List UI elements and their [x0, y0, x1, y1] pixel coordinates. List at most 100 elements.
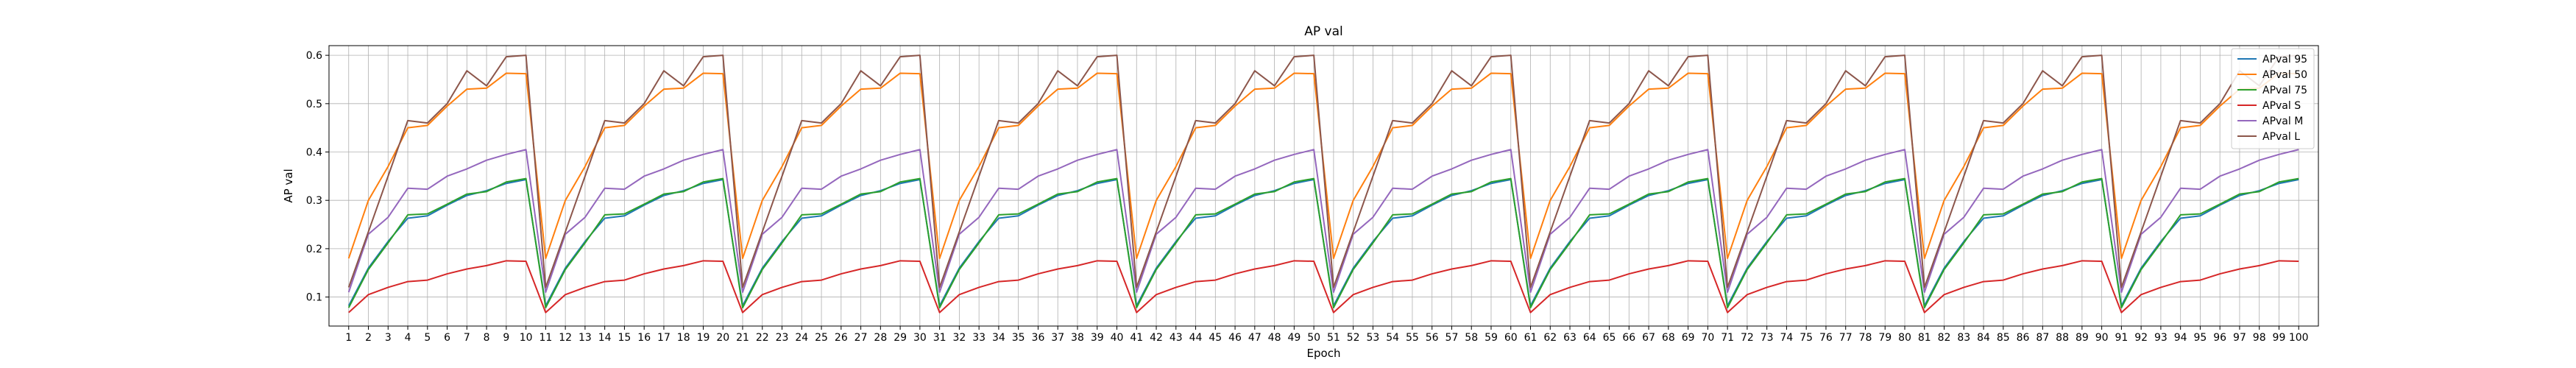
x-tick-label: 70 [1701, 332, 1714, 344]
plot-frame [328, 45, 2319, 327]
x-tick-label: 85 [1997, 332, 2010, 344]
x-tick-label: 12 [559, 332, 572, 344]
y-axis-label: AP val [282, 169, 295, 202]
x-tick-label: 59 [1485, 332, 1498, 344]
x-tick-label: 25 [815, 332, 828, 344]
y-tick-label: 0.3 [306, 195, 322, 207]
x-tick-label: 81 [1918, 332, 1931, 344]
x-tick-label: 39 [1091, 332, 1104, 344]
x-tick-label: 66 [1622, 332, 1635, 344]
x-tick-label: 52 [1347, 332, 1360, 344]
x-tick-label: 87 [2036, 332, 2049, 344]
legend-entry: APval S [2262, 100, 2301, 112]
x-tick-label: 67 [1642, 332, 1655, 344]
legend: APval 95 APval 50 APval 75 APval S APval M AP… [2231, 48, 2315, 149]
x-tick-label: 6 [444, 332, 450, 344]
x-tick-label: 79 [1878, 332, 1892, 344]
x-tick-label: 72 [1741, 332, 1754, 344]
x-tick-label: 60 [1504, 332, 1518, 344]
x-tick-label: 53 [1366, 332, 1379, 344]
x-tick-label: 56 [1426, 332, 1439, 344]
x-tick-label: 38 [1071, 332, 1084, 344]
x-tick-label: 86 [2017, 332, 2030, 344]
x-tick-label: 34 [992, 332, 1005, 344]
x-tick-label: 31 [933, 332, 946, 344]
x-tick-label: 68 [1662, 332, 1675, 344]
x-tick-label: 30 [913, 332, 927, 344]
x-tick-label: 36 [1032, 332, 1045, 344]
legend-entry: APval L [2262, 131, 2300, 143]
x-tick-label: 21 [736, 332, 749, 344]
x-tick-label: 45 [1209, 332, 1222, 344]
x-tick-label: 11 [539, 332, 552, 344]
x-tick-label: 99 [2273, 332, 2286, 344]
series-lines [347, 54, 2299, 314]
x-tick-label: 23 [776, 332, 789, 344]
chart-title: AP val [1304, 24, 1343, 39]
x-tick-label: 78 [1859, 332, 1872, 344]
x-tick-label: 98 [2253, 332, 2266, 344]
x-tick-label: 90 [2095, 332, 2109, 344]
x-tick-label: 71 [1721, 332, 1734, 344]
x-tick-label: 96 [2213, 332, 2226, 344]
x-tick-label: 76 [1819, 332, 1833, 344]
x-tick-label: 26 [835, 332, 848, 344]
x-tick-label: 40 [1111, 332, 1124, 344]
x-tick-label: 24 [795, 332, 808, 344]
x-tick-label: 8 [484, 332, 490, 344]
x-tick-label: 41 [1130, 332, 1143, 344]
x-tick-label: 29 [894, 332, 907, 344]
x-tick-label: 2 [365, 332, 372, 344]
x-tick-label: 69 [1682, 332, 1695, 344]
legend-entry: APval 50 [2262, 69, 2307, 81]
x-tick-label: 14 [598, 332, 612, 344]
x-tick-label: 100 [2289, 332, 2309, 344]
x-tick-label: 94 [2174, 332, 2187, 344]
x-tick-label: 15 [618, 332, 631, 344]
x-tick-label: 77 [1839, 332, 1853, 344]
x-tick-label: 3 [385, 332, 392, 344]
y-tick-label: 0.4 [306, 147, 322, 159]
x-tick-label: 80 [1898, 332, 1911, 344]
x-tick-label: 65 [1603, 332, 1616, 344]
x-tick-label: 16 [637, 332, 651, 344]
series-line-apval-m [347, 149, 2299, 294]
x-tick-label: 20 [716, 332, 729, 344]
x-tick-label: 32 [952, 332, 966, 344]
x-tick-label: 13 [578, 332, 592, 344]
x-tick-label: 73 [1761, 332, 1774, 344]
x-tick-label: 18 [677, 332, 690, 344]
x-tick-label: 44 [1189, 332, 1203, 344]
x-tick-label: 54 [1386, 332, 1399, 344]
legend-entry: APval 95 [2262, 54, 2307, 66]
x-tick-label: 27 [854, 332, 868, 344]
x-tick-label: 7 [464, 332, 470, 344]
x-tick-label: 22 [756, 332, 769, 344]
x-tick-label: 1 [345, 332, 352, 344]
x-tick-label: 55 [1406, 332, 1419, 344]
x-tick-label: 92 [2134, 332, 2148, 344]
series-line-apval-l [347, 54, 2299, 289]
x-tick-label: 84 [1977, 332, 1990, 344]
x-tick-label: 50 [1307, 332, 1320, 344]
x-tick-label: 88 [2056, 332, 2069, 344]
x-tick-label: 17 [657, 332, 670, 344]
x-tick-label: 83 [1957, 332, 1970, 344]
grid [329, 46, 2318, 326]
x-tick-label: 42 [1150, 332, 1163, 344]
y-tick-label: 0.6 [306, 50, 322, 62]
x-tick-label: 48 [1268, 332, 1281, 344]
axis-ticks: 1 2 3 4 5 6 7 8 9 10 11 12 13 14 15 16 17 18 19 20 21 22 23 24 2… [306, 50, 2309, 344]
x-tick-label: 97 [2233, 332, 2246, 344]
x-tick-label: 95 [2194, 332, 2207, 344]
x-tick-label: 64 [1583, 332, 1596, 344]
x-tick-label: 75 [1800, 332, 1813, 344]
x-tick-label: 89 [2076, 332, 2089, 344]
y-tick-label: 0.2 [306, 244, 322, 255]
x-tick-label: 62 [1543, 332, 1557, 344]
x-tick-label: 5 [424, 332, 431, 344]
x-tick-label: 33 [972, 332, 986, 344]
x-tick-label: 37 [1051, 332, 1064, 344]
x-tick-label: 10 [520, 332, 533, 344]
